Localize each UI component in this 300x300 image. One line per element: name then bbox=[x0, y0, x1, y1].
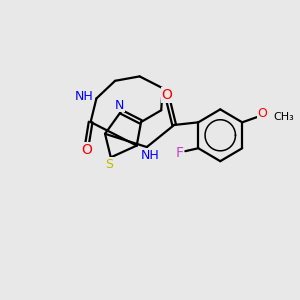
Text: CH₃: CH₃ bbox=[273, 112, 294, 122]
Text: N: N bbox=[115, 99, 124, 112]
Text: O: O bbox=[161, 88, 172, 102]
Text: S: S bbox=[105, 158, 113, 171]
Text: NH: NH bbox=[75, 91, 94, 103]
Text: NH: NH bbox=[141, 149, 160, 162]
Text: F: F bbox=[176, 146, 184, 160]
Text: O: O bbox=[257, 107, 267, 120]
Text: O: O bbox=[81, 143, 92, 157]
